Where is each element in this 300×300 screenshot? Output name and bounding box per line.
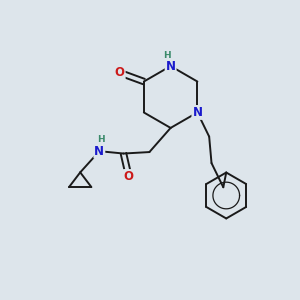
Text: O: O [124,170,134,183]
Text: N: N [94,145,104,158]
Text: N: N [192,106,203,119]
Text: H: H [163,51,171,60]
Text: H: H [97,135,105,144]
Text: O: O [115,66,125,79]
Text: N: N [166,60,176,73]
